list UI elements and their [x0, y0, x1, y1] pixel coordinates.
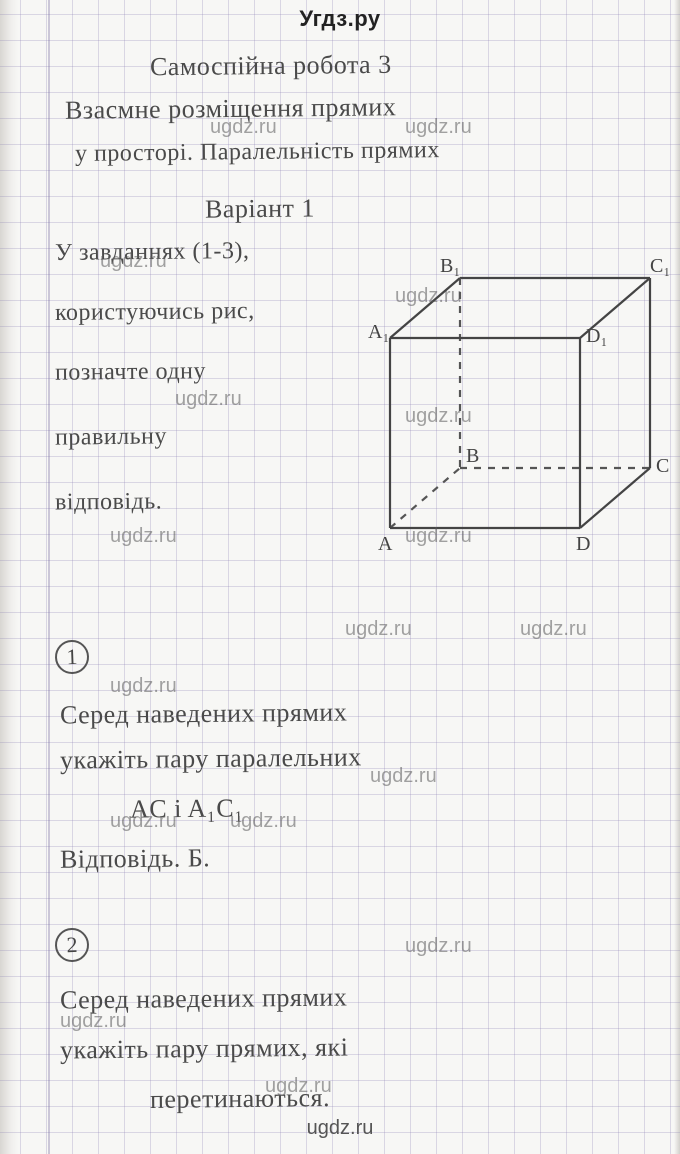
hw-line-5: У завданнях (1-3),: [55, 239, 250, 266]
lbl-C: C: [656, 455, 669, 477]
lbl-B1: B₁: [440, 258, 460, 277]
hw-variant: Варіант 1: [205, 194, 315, 222]
q1-line-2: укажіть пару паралельних: [60, 743, 362, 773]
lbl-A: A: [378, 533, 393, 555]
hw-title: Самоспійна робота 3: [150, 51, 392, 81]
lbl-A1: A₁: [368, 321, 389, 343]
hw-line-7: позначте одну: [55, 359, 206, 386]
lbl-D1: D₁: [586, 325, 607, 347]
lbl-C1: C₁: [650, 258, 670, 277]
q2-line-1: Серед наведених прямих: [60, 983, 348, 1013]
q2-line-3: перетинаються.: [150, 1084, 330, 1113]
q1-answer: Відповідь. Б.: [60, 844, 211, 873]
q2-line-2: укажіть пару прямих, які: [60, 1033, 349, 1063]
q1-line-3: AC i A₁C₁: [130, 794, 244, 822]
lbl-D: D: [576, 533, 590, 555]
cube-diagram: B₁ C₁ A₁ D₁ B C A D: [350, 258, 670, 568]
margin-line: [48, 0, 50, 1154]
hw-line-3: у просторі. Паралельність прямих: [75, 138, 440, 167]
hw-line-8: правильну: [55, 424, 167, 450]
site-header: Угдз.ру: [0, 6, 680, 32]
hw-line-6: користуючись рис,: [55, 299, 255, 326]
q1-line-1: Серед наведених прямих: [60, 698, 348, 728]
hw-line-2: Взасмне розміщення прямих: [65, 93, 397, 124]
hw-line-9: відповідь.: [55, 489, 162, 515]
grid-background: [0, 0, 680, 1154]
lbl-B: B: [466, 445, 479, 467]
site-footer: ugdz.ru: [0, 1117, 680, 1140]
